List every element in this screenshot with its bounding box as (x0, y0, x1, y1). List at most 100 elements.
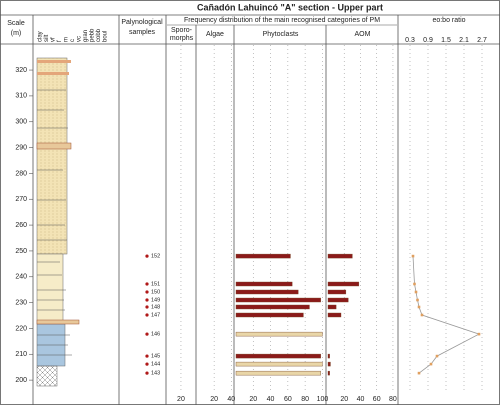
grain-size-label: gran (83, 30, 89, 42)
x-tick-label: 20 (210, 396, 218, 403)
x-tick-label: 80 (389, 396, 397, 403)
x-tick-label: 40 (267, 396, 275, 403)
grain-size-label: cobb (96, 28, 102, 42)
sample-label: 147 (151, 312, 160, 318)
depth-tick-label: 310 (15, 93, 27, 100)
sample-label: 143 (151, 371, 160, 377)
x-tick-label: 80 (301, 396, 309, 403)
bar (235, 297, 321, 303)
ratio-point (417, 305, 421, 309)
x-tick-label: 20 (249, 396, 257, 403)
panel-title: eo:bo ratio (432, 17, 465, 24)
panel-title: morphs (170, 35, 194, 42)
depth-tick-label: 270 (15, 196, 27, 203)
bar (327, 253, 353, 259)
x-tick-label: 0.3 (405, 37, 415, 44)
samples-title: Palynological (121, 19, 163, 26)
x-tick-label: 2.7 (477, 37, 487, 44)
grain-size-label: m (64, 37, 70, 42)
ratio-point (435, 354, 439, 358)
x-tick-label: 0.9 (423, 37, 433, 44)
depth-axis-title: Scale (7, 20, 25, 27)
ratio-point (429, 362, 433, 366)
depth-tick-label: 280 (15, 170, 27, 177)
bar (235, 361, 323, 367)
depth-tick-label: 320 (15, 67, 27, 74)
x-tick-label: 60 (284, 396, 292, 403)
ratio-line (412, 256, 481, 374)
grain-size-label: clay (38, 31, 44, 42)
sample-label: 152 (151, 254, 160, 260)
grain-size-label: pebb (90, 28, 96, 42)
sample-label: 145 (151, 354, 160, 360)
depth-tick-label: 210 (15, 351, 27, 358)
sample-label: 144 (151, 362, 160, 368)
bar (327, 304, 337, 310)
grain-size-label: f (57, 40, 63, 42)
x-tick-label: 100 (317, 396, 329, 403)
ratio-point (417, 371, 421, 375)
depth-tick-label: 290 (15, 144, 27, 151)
grain-size-label: vf (51, 37, 57, 42)
grain-size-label: vc (77, 36, 83, 42)
bar (235, 281, 293, 287)
depth-axis-title: (m) (11, 30, 22, 37)
sample-point (145, 298, 149, 302)
grain-size-label: boul (103, 31, 109, 42)
ratio-point (414, 290, 418, 294)
sample-point (145, 305, 149, 309)
depth-tick-label: 200 (15, 377, 27, 384)
title: Cañadón Lahuincó "A" section - Upper par… (197, 2, 383, 12)
x-tick-label: 20 (340, 396, 348, 403)
sample-point (145, 332, 149, 336)
x-tick-label: 40 (357, 396, 365, 403)
sample-label: 149 (151, 297, 160, 303)
sample-label: 151 (151, 281, 160, 287)
x-tick-label: 40 (227, 396, 235, 403)
grain-size-label: silt (44, 34, 50, 42)
sample-point (145, 290, 149, 294)
bar (235, 353, 321, 359)
bar (327, 312, 342, 318)
samples-title: samples (129, 29, 156, 36)
bar (327, 281, 360, 287)
depth-tick-label: 230 (15, 299, 27, 306)
frequency-title: Frequency distribution of the main recog… (184, 17, 380, 24)
panel-title: Algae (206, 31, 224, 38)
bar (327, 297, 349, 303)
sample-point (145, 282, 149, 286)
ratio-point (477, 332, 481, 336)
sample-point (145, 371, 149, 375)
ratio-point (420, 313, 424, 317)
bar (235, 304, 310, 310)
bar (235, 289, 299, 295)
panel-title: AOM (355, 31, 371, 38)
lithology-column (36, 57, 80, 387)
bar (327, 289, 347, 295)
grain-size-label: c (70, 39, 76, 42)
panel-title: Sporo- (171, 27, 193, 34)
ratio-point (411, 254, 415, 258)
sample-point (145, 254, 149, 258)
bar (235, 370, 321, 376)
sample-label: 148 (151, 304, 160, 310)
panel-title: Phytoclasts (263, 31, 299, 38)
bar (327, 361, 331, 367)
column-dividers (32, 15, 399, 405)
sample-point (145, 362, 149, 366)
depth-tick-label: 260 (15, 222, 27, 229)
sample-label: 146 (151, 332, 160, 338)
sample-point (145, 354, 149, 358)
x-tick-label: 1.5 (441, 37, 451, 44)
x-tick-label: 2.1 (459, 37, 469, 44)
depth-tick-label: 250 (15, 248, 27, 255)
x-tick-label: 20 (177, 396, 185, 403)
bar (235, 312, 304, 318)
bar (327, 353, 330, 359)
depth-tick-label: 220 (15, 325, 27, 332)
ratio-point (413, 282, 416, 286)
x-tick-label: 60 (373, 396, 381, 403)
